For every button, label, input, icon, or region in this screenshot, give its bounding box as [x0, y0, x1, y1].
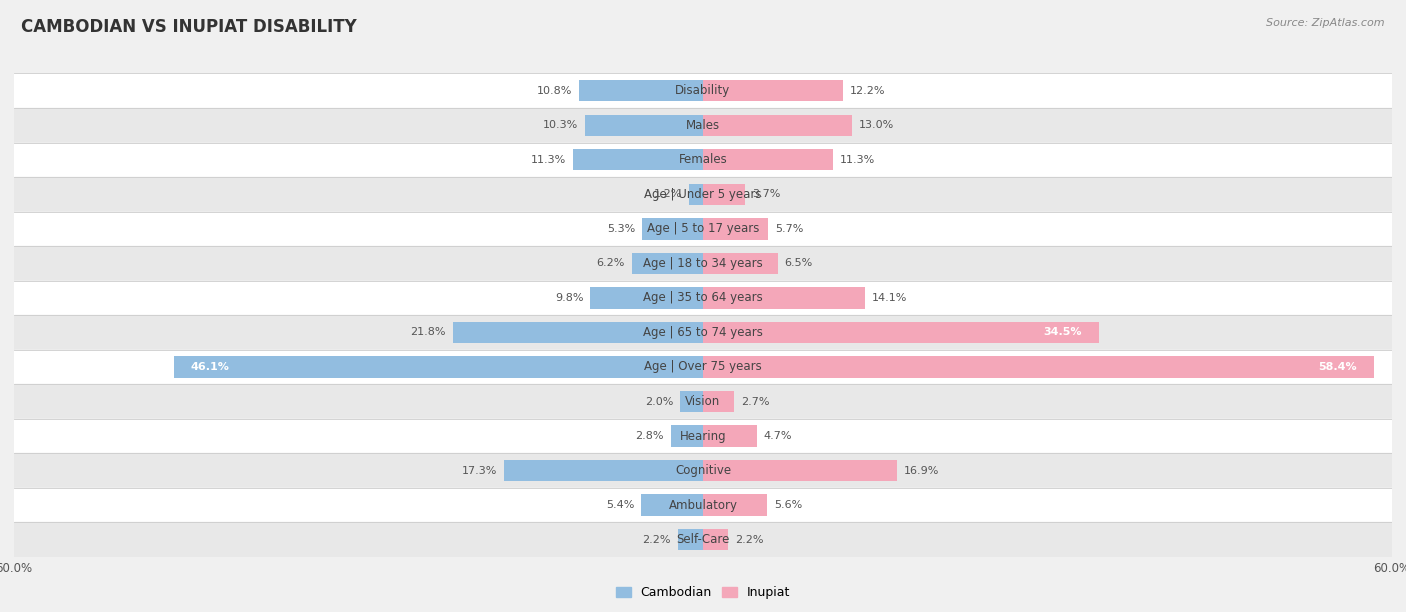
Bar	[678, 529, 703, 550]
Bar	[14, 453, 1392, 488]
Text: 10.8%: 10.8%	[537, 86, 572, 95]
Bar	[14, 349, 1392, 384]
Bar	[174, 356, 703, 378]
Text: 13.0%: 13.0%	[859, 120, 894, 130]
Text: 6.5%: 6.5%	[785, 258, 813, 269]
Text: 5.3%: 5.3%	[607, 224, 636, 234]
Bar	[14, 281, 1392, 315]
Text: Males: Males	[686, 119, 720, 132]
Bar	[14, 384, 1392, 419]
Bar	[591, 287, 703, 308]
Text: 17.3%: 17.3%	[463, 466, 498, 476]
Text: 6.2%: 6.2%	[596, 258, 624, 269]
Bar	[703, 149, 832, 171]
Bar	[703, 529, 728, 550]
Bar	[671, 425, 703, 447]
Text: Age | Over 75 years: Age | Over 75 years	[644, 360, 762, 373]
Text: 4.7%: 4.7%	[763, 431, 793, 441]
Bar	[703, 114, 852, 136]
Bar	[703, 287, 865, 308]
Text: Hearing: Hearing	[679, 430, 727, 442]
Bar	[14, 108, 1392, 143]
Text: 5.7%: 5.7%	[775, 224, 804, 234]
Bar	[453, 322, 703, 343]
Bar	[703, 425, 756, 447]
Text: 2.7%: 2.7%	[741, 397, 769, 406]
Text: 5.4%: 5.4%	[606, 500, 634, 510]
Bar	[703, 322, 1099, 343]
Bar	[703, 391, 734, 412]
Text: Source: ZipAtlas.com: Source: ZipAtlas.com	[1267, 18, 1385, 28]
Text: 46.1%: 46.1%	[191, 362, 229, 372]
Text: 2.2%: 2.2%	[735, 535, 763, 545]
Text: 2.2%: 2.2%	[643, 535, 671, 545]
Text: Vision: Vision	[685, 395, 721, 408]
Text: 21.8%: 21.8%	[411, 327, 446, 337]
Bar	[641, 494, 703, 516]
Bar	[643, 218, 703, 239]
Text: Females: Females	[679, 153, 727, 166]
Bar	[14, 143, 1392, 177]
Bar	[703, 184, 745, 205]
Bar	[703, 460, 897, 481]
Bar	[14, 488, 1392, 523]
Text: 11.3%: 11.3%	[839, 155, 875, 165]
Text: Age | Under 5 years: Age | Under 5 years	[644, 188, 762, 201]
Bar	[14, 523, 1392, 557]
Text: 10.3%: 10.3%	[543, 120, 578, 130]
Bar	[505, 460, 703, 481]
Bar	[703, 80, 844, 102]
Bar	[703, 253, 778, 274]
Bar	[14, 177, 1392, 212]
Text: Disability: Disability	[675, 84, 731, 97]
Text: 1.2%: 1.2%	[654, 189, 682, 200]
Bar	[703, 218, 769, 239]
Bar	[689, 184, 703, 205]
Text: 9.8%: 9.8%	[555, 293, 583, 303]
Text: CAMBODIAN VS INUPIAT DISABILITY: CAMBODIAN VS INUPIAT DISABILITY	[21, 18, 357, 36]
Bar	[703, 356, 1374, 378]
Bar	[585, 114, 703, 136]
Text: 14.1%: 14.1%	[872, 293, 907, 303]
Text: Age | 35 to 64 years: Age | 35 to 64 years	[643, 291, 763, 304]
Text: 58.4%: 58.4%	[1317, 362, 1357, 372]
Text: 2.0%: 2.0%	[645, 397, 673, 406]
Text: 5.6%: 5.6%	[775, 500, 803, 510]
Bar	[14, 212, 1392, 246]
Text: 11.3%: 11.3%	[531, 155, 567, 165]
Text: 16.9%: 16.9%	[904, 466, 939, 476]
Bar	[14, 315, 1392, 349]
Bar	[574, 149, 703, 171]
Legend: Cambodian, Inupiat: Cambodian, Inupiat	[616, 586, 790, 599]
Bar	[579, 80, 703, 102]
Text: Age | 65 to 74 years: Age | 65 to 74 years	[643, 326, 763, 339]
Text: Ambulatory: Ambulatory	[668, 499, 738, 512]
Text: 3.7%: 3.7%	[752, 189, 780, 200]
Bar	[681, 391, 703, 412]
Text: 12.2%: 12.2%	[851, 86, 886, 95]
Bar	[14, 246, 1392, 281]
Bar	[14, 73, 1392, 108]
Bar	[14, 419, 1392, 453]
Bar	[703, 494, 768, 516]
Text: Cognitive: Cognitive	[675, 464, 731, 477]
Bar	[631, 253, 703, 274]
Text: Self-Care: Self-Care	[676, 533, 730, 546]
Text: 34.5%: 34.5%	[1043, 327, 1083, 337]
Text: Age | 18 to 34 years: Age | 18 to 34 years	[643, 257, 763, 270]
Text: Age | 5 to 17 years: Age | 5 to 17 years	[647, 222, 759, 236]
Text: 2.8%: 2.8%	[636, 431, 664, 441]
